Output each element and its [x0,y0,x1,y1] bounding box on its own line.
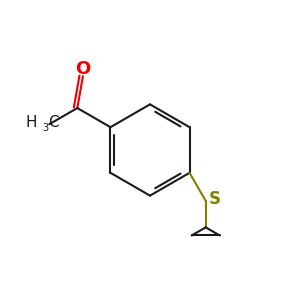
Text: C: C [48,115,58,130]
Text: H: H [26,115,38,130]
Text: 3: 3 [42,123,48,133]
Text: O: O [75,60,91,78]
Text: S: S [208,190,220,208]
